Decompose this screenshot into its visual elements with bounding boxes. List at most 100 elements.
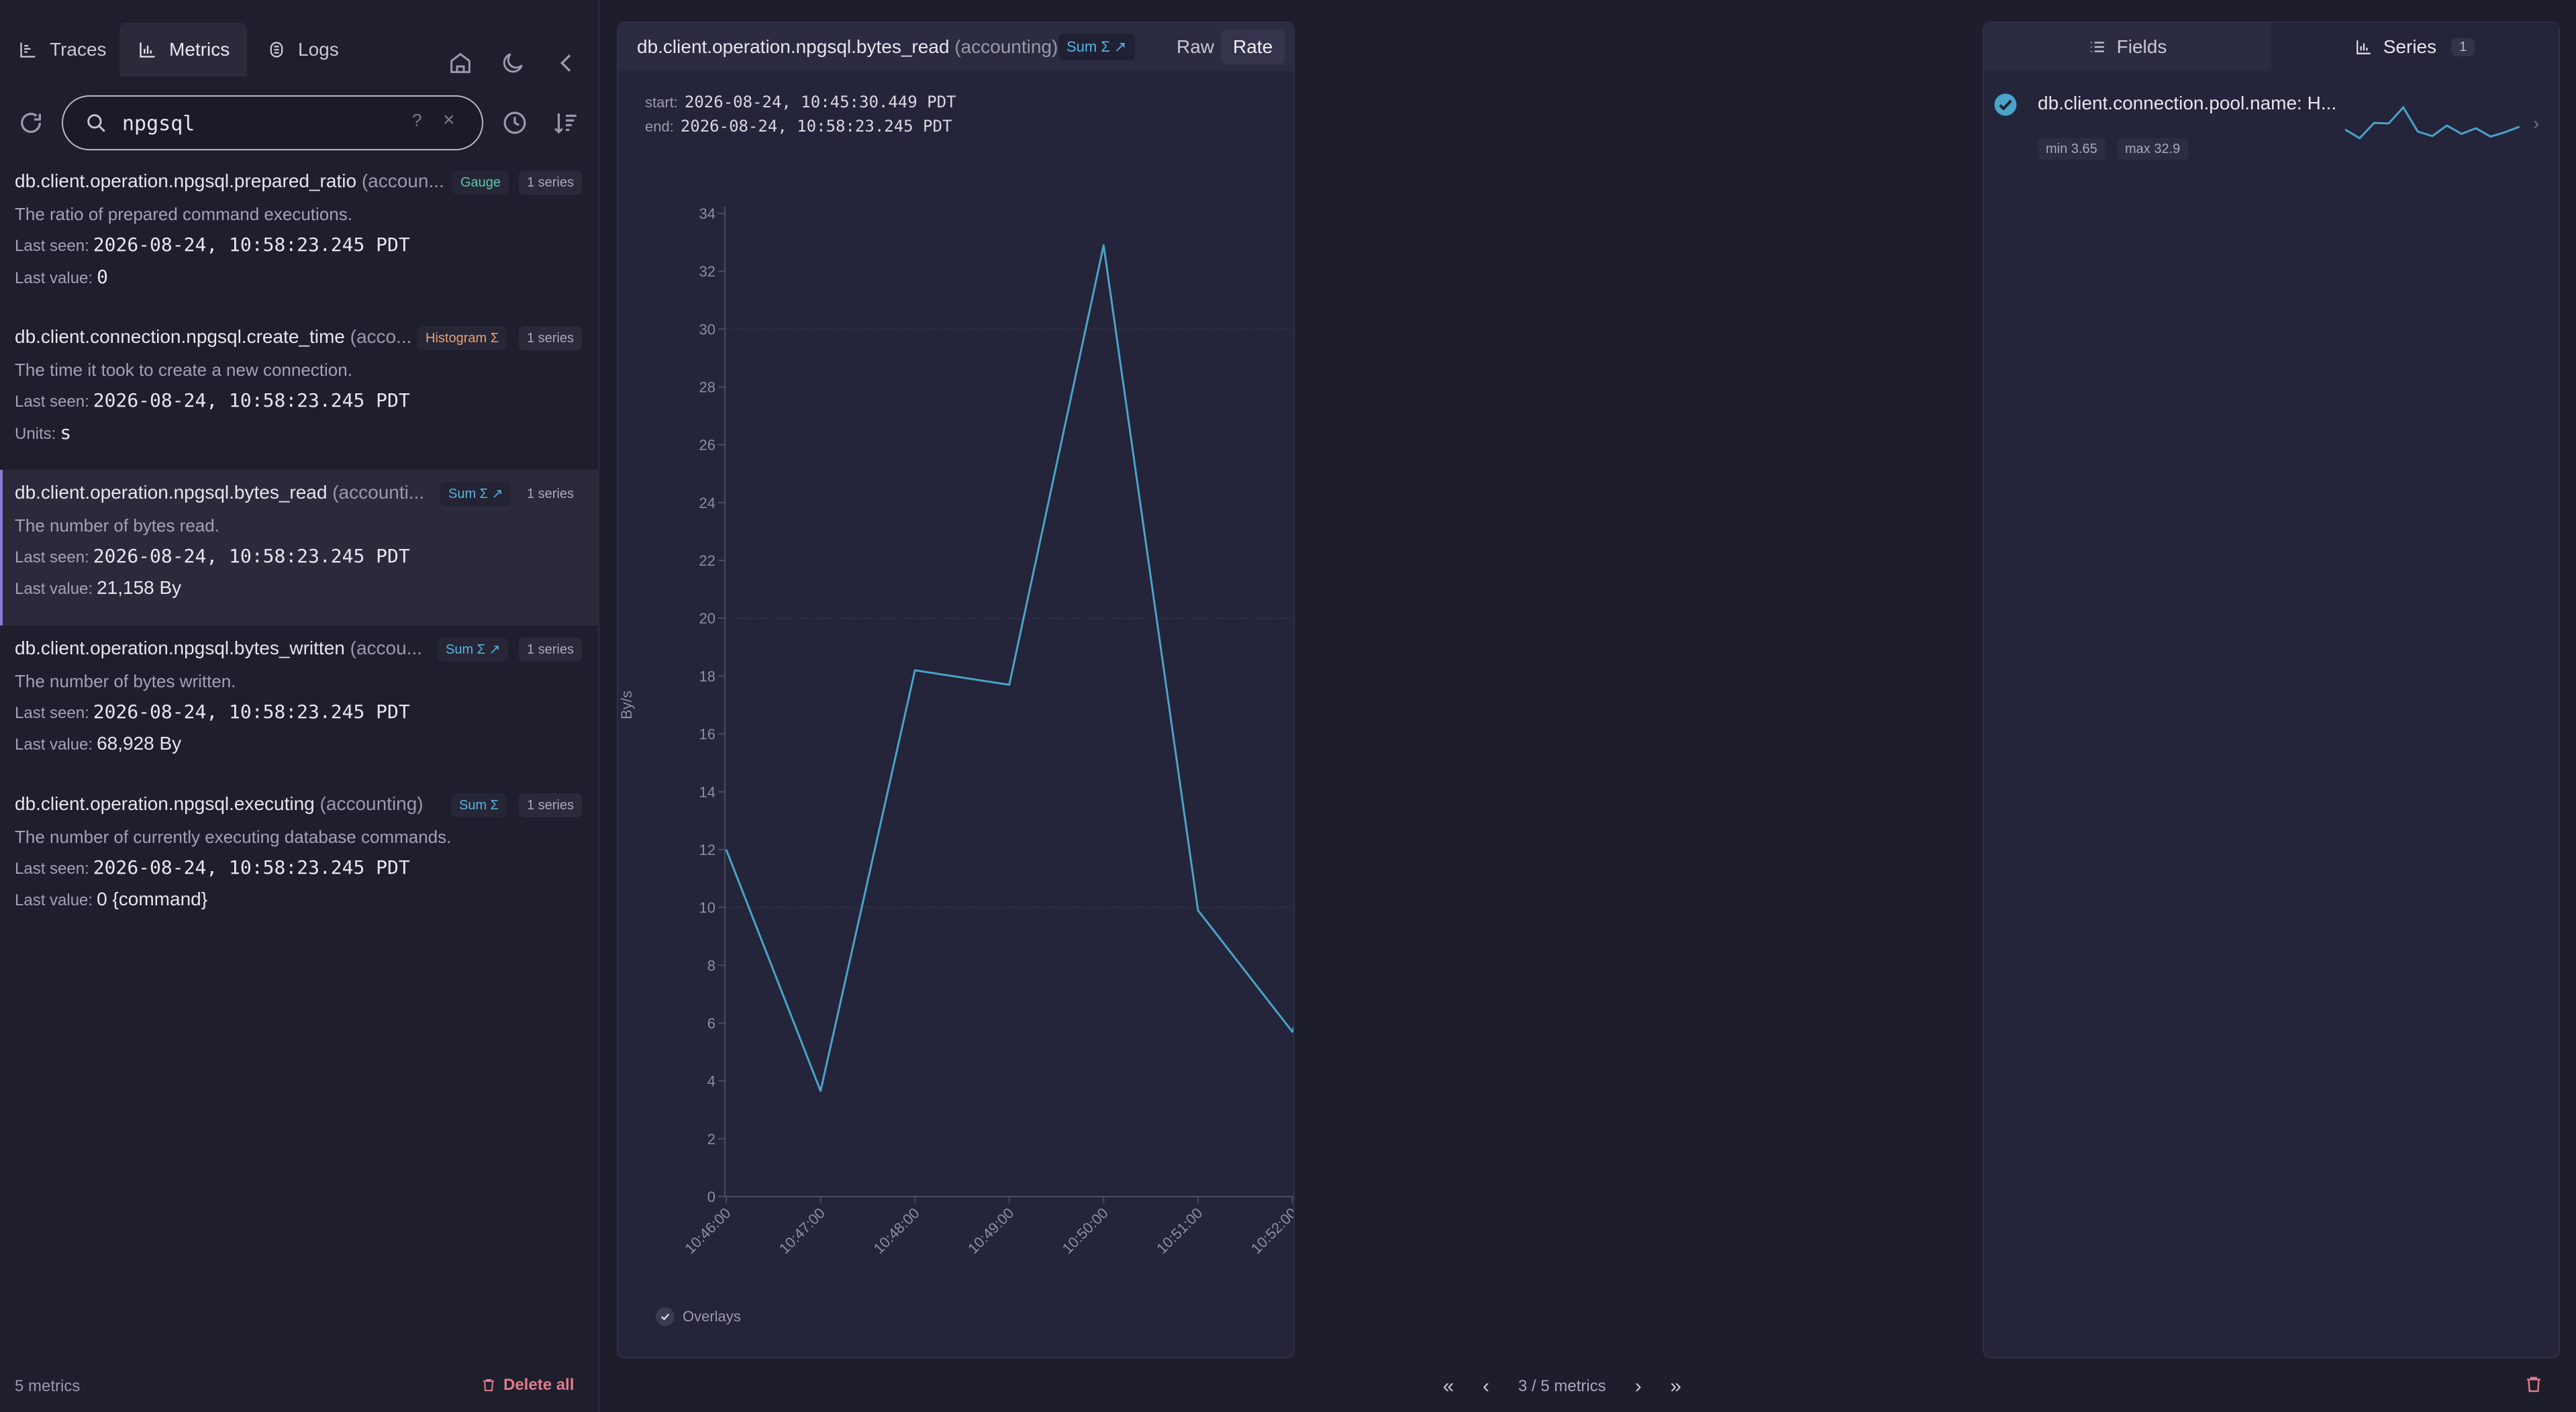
- series-tabs: Fields Series 1: [1984, 23, 2559, 71]
- checked-circle-icon[interactable]: [1993, 93, 2018, 117]
- metric-description: The number of currently executing databa…: [15, 827, 452, 847]
- series-max: max 32.9: [2117, 138, 2189, 160]
- refresh-icon[interactable]: [17, 109, 44, 136]
- series-panel: Fields Series 1 db.client.connection.poo…: [1983, 21, 2560, 1358]
- metric-title: db.client.operation.npgsql.bytes_read (a…: [15, 482, 425, 503]
- search-box[interactable]: ? ×: [62, 95, 483, 150]
- y-tick-label: 30: [699, 321, 715, 338]
- y-tick-label: 28: [699, 379, 715, 396]
- tab-fields[interactable]: Fields: [1984, 23, 2271, 71]
- tab-series[interactable]: Series 1: [2271, 23, 2559, 71]
- last-page-button[interactable]: »: [1670, 1375, 1682, 1397]
- metric-last-seen: Last seen: 2026-08-24, 10:58:23.245 PDT: [15, 234, 410, 256]
- logs-icon: [270, 42, 283, 58]
- metric-last-seen: Last seen: 2026-08-24, 10:58:23.245 PDT: [15, 545, 410, 567]
- x-tick-label: 10:47:00: [776, 1205, 828, 1257]
- metric-item[interactable]: db.client.operation.npgsql.executing (ac…: [0, 781, 599, 937]
- tab-traces[interactable]: Traces: [0, 23, 117, 77]
- chart-header: db.client.operation.npgsql.bytes_read (a…: [618, 23, 1293, 71]
- first-page-button[interactable]: «: [1442, 1375, 1454, 1397]
- metric-type-badge: Histogram Σ: [417, 326, 507, 350]
- series-name: db.client.connection.pool.name: H...: [2038, 93, 2337, 113]
- pager: « ‹ 3 / 5 metrics › »: [1430, 1370, 1695, 1403]
- bar-chart-icon: [2356, 40, 2371, 54]
- delete-all-label: Delete all: [503, 1376, 575, 1394]
- search-input[interactable]: [122, 107, 404, 140]
- y-tick-label: 16: [699, 726, 715, 743]
- metric-type-badge: Sum Σ ↗: [438, 638, 509, 662]
- overlays-toggle[interactable]: Overlays: [656, 1307, 741, 1326]
- tab-series-label: Series: [2383, 36, 2437, 57]
- metric-last-seen: Last seen: 2026-08-24, 10:58:23.245 PDT: [15, 389, 410, 411]
- raw-mode-button[interactable]: Raw: [1177, 36, 1215, 57]
- sparkline: [2345, 105, 2520, 140]
- y-tick-label: 8: [707, 957, 715, 974]
- metric-count: 5 metrics: [15, 1377, 81, 1395]
- metric-item[interactable]: db.client.operation.npgsql.bytes_written…: [0, 625, 599, 781]
- y-tick-label: 20: [699, 610, 715, 627]
- x-tick-label: 10:46:00: [681, 1205, 734, 1257]
- sparkline-line: [2345, 105, 2520, 140]
- y-tick-label: 34: [699, 205, 715, 222]
- series-count-badge: 1 series: [518, 638, 582, 662]
- list-icon: [2090, 42, 2104, 52]
- delete-all-button[interactable]: Delete all: [481, 1376, 574, 1395]
- metric-last-seen: Last seen: 2026-08-24, 10:58:23.245 PDT: [15, 701, 410, 723]
- metric-description: The number of bytes read.: [15, 515, 219, 536]
- sort-icon[interactable]: [552, 109, 580, 137]
- tab-logs-label: Logs: [298, 39, 339, 60]
- sidebar-footer: 5 metrics Delete all: [0, 1369, 599, 1403]
- y-tick-label: 10: [699, 899, 715, 916]
- metric-type-badge: Sum Σ ↗: [1058, 34, 1135, 60]
- y-tick-label: 24: [699, 495, 715, 511]
- metric-title: db.client.connection.npgsql.create_time …: [15, 326, 412, 347]
- metric-last-value: Last value: 0: [15, 266, 108, 288]
- clear-search-icon[interactable]: ×: [443, 109, 455, 131]
- nav-tabs: Traces Metrics Logs: [0, 23, 599, 77]
- metric-description: The time it took to create a new connect…: [15, 360, 352, 380]
- series-count-badge: 1 series: [518, 482, 582, 506]
- search-icon: [87, 114, 105, 132]
- line-chart[interactable]: 0246810121416182022242628303234By/s10:46…: [618, 157, 1293, 1284]
- x-tick-label: 10:49:00: [964, 1205, 1017, 1257]
- bar-chart-icon: [140, 42, 155, 58]
- search-row: ? ×: [0, 95, 599, 150]
- metric-title: db.client.operation.npgsql.bytes_written…: [15, 638, 423, 658]
- tab-metrics[interactable]: Metrics: [119, 23, 247, 77]
- moon-icon[interactable]: [499, 50, 526, 77]
- series-count: 1: [2451, 38, 2475, 56]
- y-tick-label: 2: [707, 1131, 715, 1148]
- chevron-right-icon[interactable]: ›: [2533, 113, 2540, 134]
- metric-description: The ratio of prepared command executions…: [15, 204, 352, 224]
- y-tick-label: 6: [707, 1015, 715, 1031]
- metric-type-badge: Sum Σ: [451, 793, 507, 817]
- trash-icon[interactable]: [2524, 1374, 2544, 1395]
- history-icon[interactable]: [501, 109, 529, 137]
- series-count-badge: 1 series: [518, 326, 582, 350]
- chart-panel: db.client.operation.npgsql.bytes_read (a…: [617, 21, 1295, 1358]
- metric-type-badge: Sum Σ ↗: [440, 482, 511, 506]
- collapse-sidebar-icon[interactable]: [553, 50, 580, 77]
- next-page-button[interactable]: ›: [1634, 1375, 1642, 1397]
- chart-icon: [20, 42, 36, 58]
- trash-icon: [483, 1379, 494, 1391]
- metric-item[interactable]: db.client.operation.npgsql.prepared_rati…: [0, 158, 599, 314]
- series-row[interactable]: db.client.connection.pool.name: H... min…: [1984, 83, 2559, 170]
- home-icon[interactable]: [447, 50, 474, 77]
- series-min: min 3.65: [2038, 138, 2106, 160]
- metric-last-value: Last value: 0 {command}: [15, 889, 208, 909]
- tab-logs[interactable]: Logs: [248, 23, 349, 77]
- metric-item[interactable]: db.client.connection.npgsql.create_time …: [0, 314, 599, 470]
- metric-item-selected[interactable]: db.client.operation.npgsql.bytes_read (a…: [0, 470, 599, 625]
- range-end: end: 2026-08-24, 10:58:23.245 PDT: [645, 117, 952, 136]
- prev-page-button[interactable]: ‹: [1483, 1375, 1489, 1397]
- series-count-badge: 1 series: [518, 793, 582, 817]
- sidebar: Traces Metrics Logs ? × db.client.operat…: [0, 0, 599, 1412]
- y-tick-label: 32: [699, 263, 715, 280]
- overlays-label: Overlays: [683, 1308, 741, 1325]
- search-help-icon[interactable]: ?: [412, 110, 422, 130]
- metric-title: db.client.operation.npgsql.executing (ac…: [15, 793, 424, 814]
- metric-last-value: Last value: 68,928 By: [15, 733, 182, 754]
- chart-title: db.client.operation.npgsql.bytes_read (a…: [637, 36, 1058, 57]
- rate-mode-button[interactable]: Rate: [1221, 30, 1285, 64]
